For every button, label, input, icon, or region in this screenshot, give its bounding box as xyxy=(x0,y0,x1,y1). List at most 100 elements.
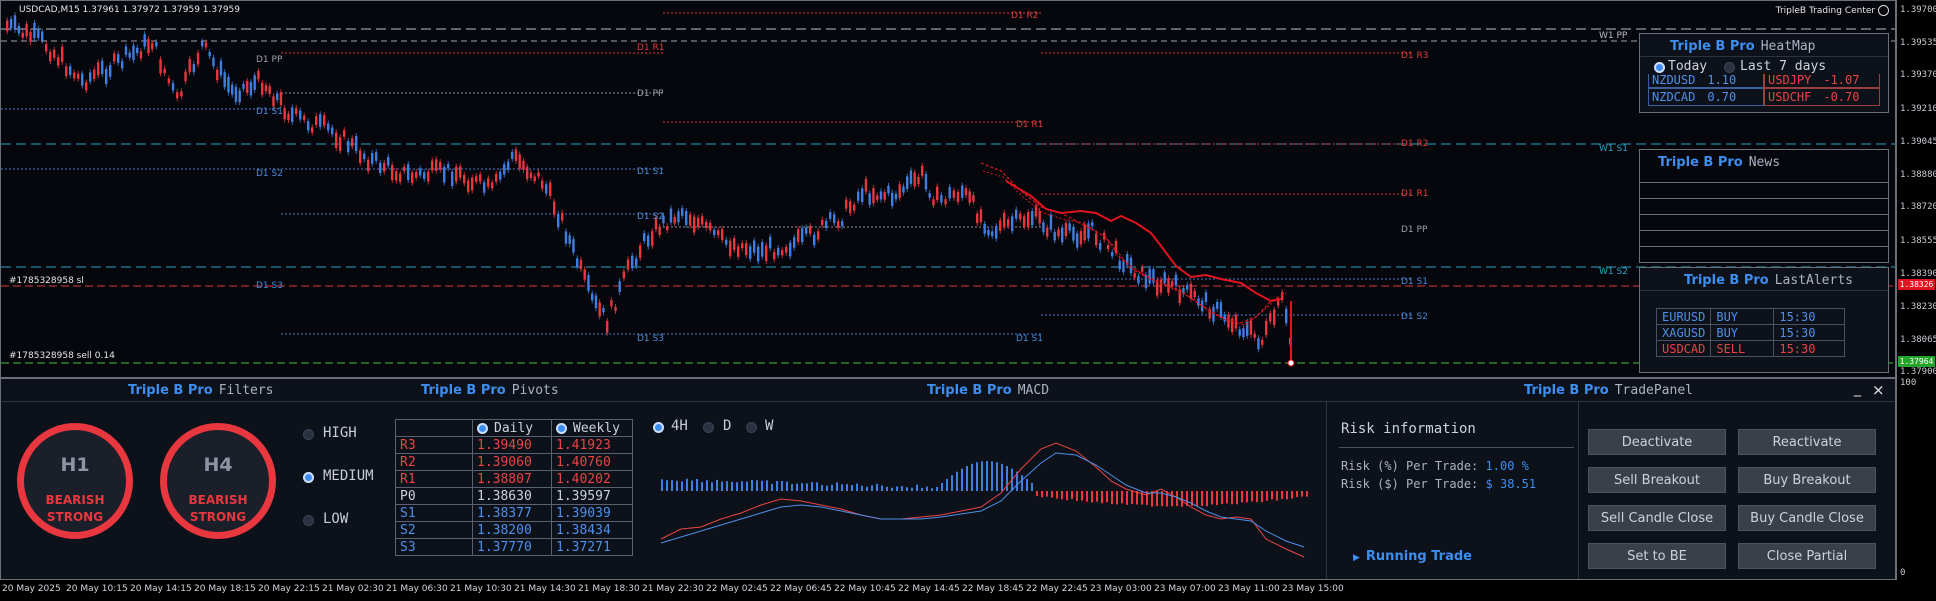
h1-gauge: H1 BEARISH STRONG xyxy=(17,423,133,539)
macd-bar xyxy=(971,463,973,491)
time-label: 23 May 07:00 xyxy=(1154,584,1216,594)
pivot-header-daily[interactable]: Daily xyxy=(472,419,552,437)
minimize-button[interactable]: _ xyxy=(1854,381,1861,397)
heatmap-panel[interactable]: Triple B Pro HeatMap NZDUSD 1.10 USDJPY -1.… xyxy=(1639,33,1889,113)
sub-axis-top: 100 xyxy=(1900,378,1917,388)
macd-bar xyxy=(741,481,743,491)
sell-candle-close-button[interactable]: Sell Candle Close xyxy=(1588,505,1726,531)
alert-row[interactable]: XAGUSD BUY 15:30 xyxy=(1655,324,1846,341)
macd-bar xyxy=(1161,491,1163,507)
macd-bar xyxy=(1116,491,1118,505)
pivot-row: R1 1.38807 1.40202 xyxy=(395,470,633,488)
heatmap-row2-right[interactable]: USDCHF -0.70 xyxy=(1764,88,1880,106)
macd-4h-radio[interactable] xyxy=(653,422,664,433)
time-label: 20 May 22:15 xyxy=(258,584,320,594)
risk-usd-row: Risk ($) Per Trade: $ 38.51 xyxy=(1341,477,1537,491)
last7-label[interactable]: Last 7 days xyxy=(1740,59,1827,74)
macd-w-label[interactable]: W xyxy=(765,418,774,434)
macd-bar xyxy=(801,483,803,491)
price-label: 1.39535 xyxy=(1900,38,1936,48)
macd-bar xyxy=(1066,491,1068,501)
price-label: 1.38065 xyxy=(1900,335,1936,345)
time-label: 23 May 03:00 xyxy=(1090,584,1152,594)
news-list[interactable] xyxy=(1640,182,1888,261)
macd-bar xyxy=(961,468,963,491)
filter-high-radio[interactable] xyxy=(303,429,314,440)
macd-bar xyxy=(1171,491,1173,507)
macd-bar xyxy=(811,482,813,491)
chart-title: USDCAD,M15 1.37961 1.37972 1.37959 1.379… xyxy=(19,5,240,15)
pivot-header-weekly[interactable]: Weekly xyxy=(551,419,633,437)
close-partial-button[interactable]: Close Partial xyxy=(1738,543,1876,569)
alert-row[interactable]: USDCAD SELL 15:30 xyxy=(1655,340,1846,357)
heatmap-row2-left[interactable]: NZDCAD 0.70 xyxy=(1648,88,1764,106)
today-radio[interactable] xyxy=(1654,62,1665,73)
macd-bar xyxy=(966,465,968,491)
reactivate-button[interactable]: Reactivate xyxy=(1738,429,1876,455)
h1-label: H1 xyxy=(60,454,90,476)
level-d1r1-a: D1 R1 xyxy=(637,43,665,53)
price-chart[interactable]: USDCAD,M15 1.37961 1.37972 1.37959 1.379… xyxy=(0,0,1896,378)
macd-bar xyxy=(736,482,738,491)
macd-bar xyxy=(701,482,703,491)
macd-bar xyxy=(1086,491,1088,502)
tradepanel-title: Triple B Pro TradePanel xyxy=(1524,383,1693,398)
buy-candle-close-button[interactable]: Buy Candle Close xyxy=(1738,505,1876,531)
today-label[interactable]: Today xyxy=(1668,59,1708,74)
filter-high-label[interactable]: HIGH xyxy=(323,425,357,441)
macd-bar xyxy=(901,486,903,491)
order-sell-label[interactable]: #1785328958 sell 0.14 xyxy=(9,351,115,361)
macd-4h-label[interactable]: 4H xyxy=(671,418,688,434)
heatmap-row1-left[interactable]: NZDUSD 1.10 xyxy=(1648,72,1764,88)
current-price-tag: 1.38326 xyxy=(1898,279,1935,290)
h4-gauge: H4 BEARISH STRONG xyxy=(160,423,276,539)
macd-bar xyxy=(926,486,928,491)
heatmap-row1-right[interactable]: USDJPY -1.07 xyxy=(1764,72,1880,88)
time-axis[interactable]: 20 May 2025 20 May 10:15 20 May 14:15 20… xyxy=(0,580,1936,601)
macd-w-radio[interactable] xyxy=(746,422,757,433)
panel-header xyxy=(2,379,1894,402)
alert-row[interactable]: EURUSD BUY 15:30 xyxy=(1655,308,1846,325)
order-sl-label[interactable]: #1785328958 sl xyxy=(9,276,84,286)
news-panel[interactable]: Triple B Pro News xyxy=(1639,149,1889,263)
filter-low-label[interactable]: LOW xyxy=(323,511,349,527)
pivot-row: R2 1.39060 1.40760 xyxy=(395,453,633,471)
macd-bar xyxy=(1286,491,1288,500)
pivot-header-blank xyxy=(395,419,473,437)
macd-bar xyxy=(1196,491,1198,507)
macd-bar xyxy=(986,461,988,491)
macd-bar xyxy=(826,485,828,491)
level-d1pp-c: D1 PP xyxy=(1401,225,1428,235)
macd-bar xyxy=(951,475,953,491)
macd-bar xyxy=(1176,491,1178,507)
macd-bar xyxy=(916,484,918,491)
deactivate-button[interactable]: Deactivate xyxy=(1588,429,1726,455)
time-label: 21 May 14:30 xyxy=(514,584,576,594)
macd-bar xyxy=(896,486,898,491)
macd-bar xyxy=(846,484,848,491)
macd-d-label[interactable]: D xyxy=(723,418,732,434)
sell-breakout-button[interactable]: Sell Breakout xyxy=(1588,467,1726,493)
pivot-row: S3 1.37770 1.37271 xyxy=(395,538,633,556)
macd-bar xyxy=(1126,491,1128,505)
macd-d-radio[interactable] xyxy=(703,422,714,433)
pivot-row: S1 1.38377 1.39039 xyxy=(395,504,633,522)
macd-bar xyxy=(1006,465,1008,491)
macd-bar xyxy=(941,482,943,491)
filter-medium-radio[interactable] xyxy=(303,472,314,483)
buy-breakout-button[interactable]: Buy Breakout xyxy=(1738,467,1876,493)
filter-low-radio[interactable] xyxy=(303,515,314,526)
set-to-be-button[interactable]: Set to BE xyxy=(1588,543,1726,569)
close-button[interactable]: × xyxy=(1872,381,1885,399)
price-axis[interactable]: 1.39700 1.39535 1.39370 1.39210 1.39045 … xyxy=(1896,0,1936,378)
running-trade-toggle[interactable]: ▶ Running Trade xyxy=(1353,549,1472,564)
macd-bar xyxy=(676,480,678,491)
alerts-panel[interactable]: Triple B Pro LastAlerts EURUSD BUY 15:30 XA… xyxy=(1639,267,1889,373)
macd-bar xyxy=(771,483,773,491)
last7-radio[interactable] xyxy=(1724,62,1735,73)
filter-medium-label[interactable]: MEDIUM xyxy=(323,468,374,484)
pivots-table: Daily Weekly R3 1.39490 1.41923 R2 1.39060 1… xyxy=(395,419,633,556)
buttons-divider xyxy=(1578,401,1579,579)
macd-bar xyxy=(1206,491,1208,507)
price-label: 1.38720 xyxy=(1900,202,1936,212)
